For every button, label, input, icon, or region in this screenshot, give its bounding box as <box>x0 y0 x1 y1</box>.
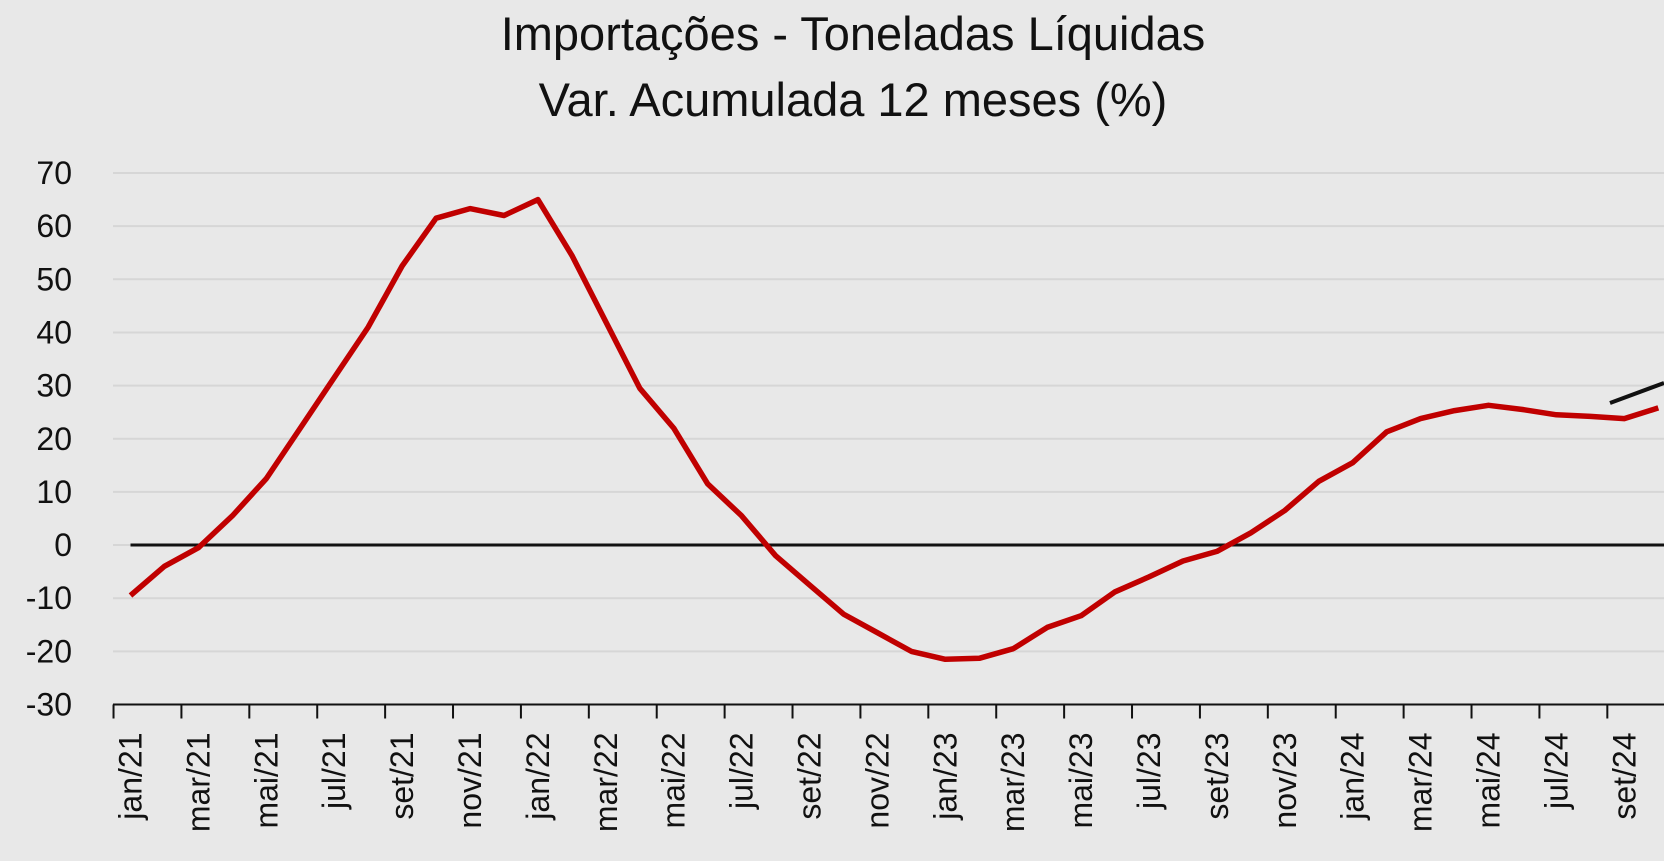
chart-subtitle: Var. Acumulada 12 meses (%) <box>539 73 1168 126</box>
x-tick-label: nov/23 <box>1267 733 1303 829</box>
y-tick-label: -30 <box>26 687 72 723</box>
x-tick-label: jul/23 <box>1131 733 1167 811</box>
y-tick-label: 10 <box>36 474 72 510</box>
y-tick-label: 70 <box>36 155 72 191</box>
x-tick-label: jul/22 <box>724 733 760 811</box>
x-tick-label: jul/21 <box>316 733 352 811</box>
y-tick-label: 30 <box>36 368 72 404</box>
x-tick-label: mar/21 <box>180 733 216 833</box>
x-tick-label: jan/24 <box>1335 733 1371 821</box>
x-tick-label: jan/23 <box>927 733 963 821</box>
x-tick-label: jan/22 <box>520 733 556 821</box>
x-tick-label: set/22 <box>792 733 828 820</box>
y-tick-label: 0 <box>54 527 72 563</box>
y-tick-label: -20 <box>26 633 72 669</box>
y-tick-label: 60 <box>36 208 72 244</box>
x-tick-label: jan/21 <box>113 733 149 821</box>
x-tick-label: mai/22 <box>656 733 692 829</box>
data-line <box>128 196 1660 663</box>
x-tick-label: mai/23 <box>1063 733 1099 829</box>
y-tick-label: -10 <box>26 580 72 616</box>
x-tick-label: mar/22 <box>588 733 624 833</box>
x-tick-label: nov/21 <box>452 733 488 829</box>
x-tick-label: jul/24 <box>1538 733 1574 811</box>
x-tick-label: mar/24 <box>1403 733 1439 833</box>
x-tick-label: mai/24 <box>1471 733 1507 829</box>
x-tick-label: mai/21 <box>248 733 284 829</box>
x-tick-label: nov/22 <box>859 733 895 829</box>
x-tick-label: set/23 <box>1199 733 1235 820</box>
x-tick-label: set/24 <box>1606 733 1642 820</box>
annotation-arrow <box>1609 381 1664 405</box>
x-tick-label: mar/23 <box>995 733 1031 833</box>
y-tick-label: 20 <box>36 421 72 457</box>
chart-title: Importações - Toneladas Líquidas <box>501 7 1206 60</box>
y-tick-label: 40 <box>36 314 72 350</box>
x-tick-label: set/21 <box>384 733 420 820</box>
y-tick-label: 50 <box>36 261 72 297</box>
